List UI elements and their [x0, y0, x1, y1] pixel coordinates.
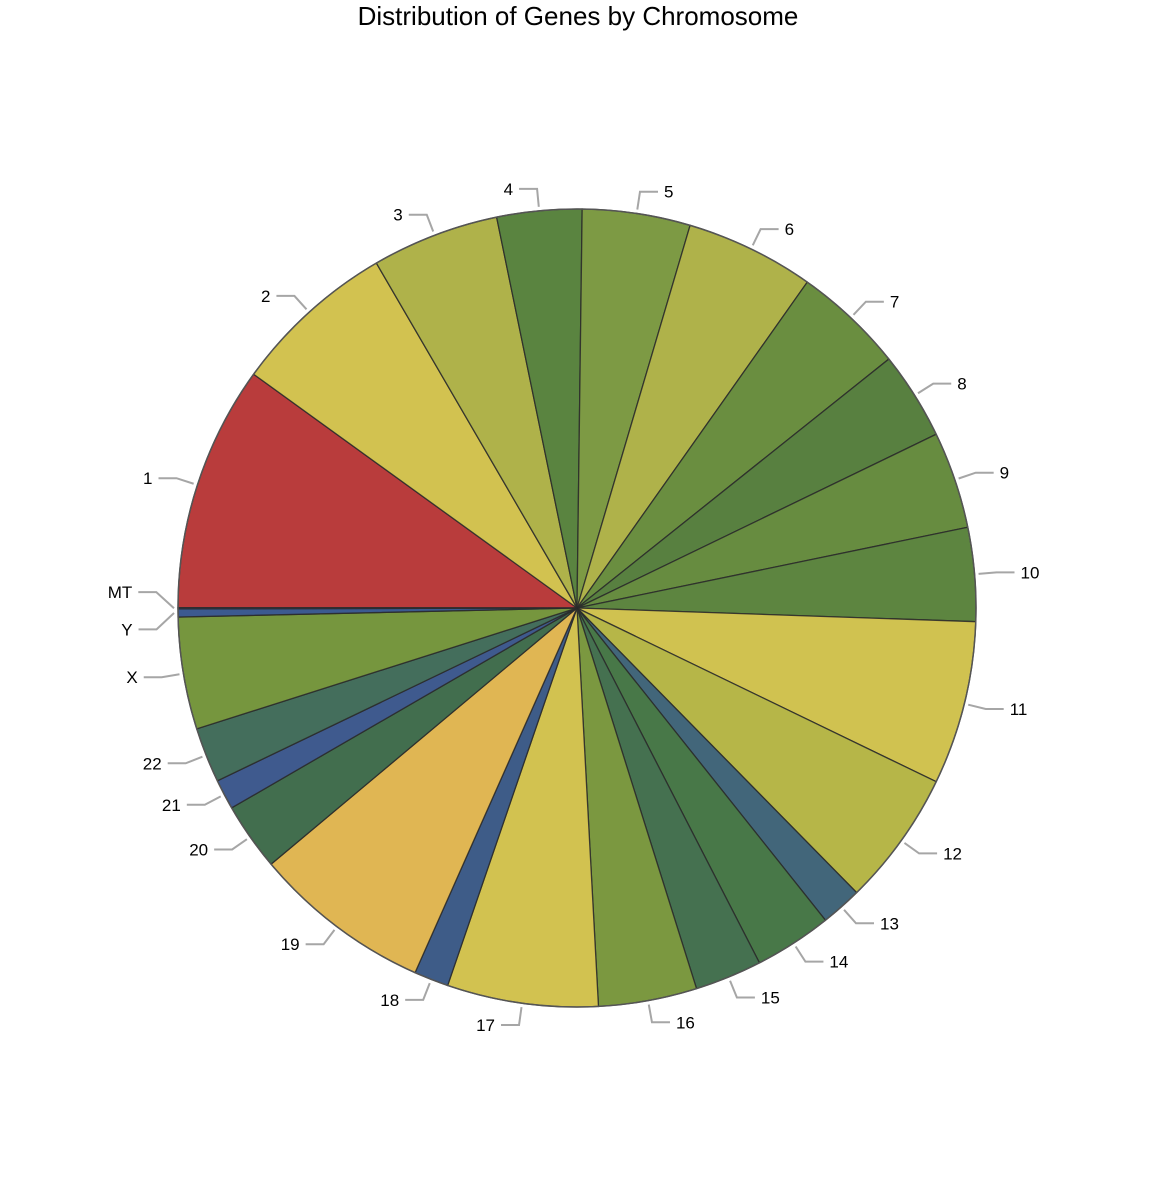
leader-line-y [138, 612, 175, 631]
slice-label-2: 2 [261, 287, 270, 306]
leader-line-5 [636, 190, 658, 210]
leader-line-14 [794, 945, 824, 963]
leader-line-15 [729, 980, 755, 999]
leader-line-19 [305, 929, 336, 946]
leader-line-16 [647, 1004, 670, 1024]
slice-label-4: 4 [504, 180, 513, 199]
leader-line-22 [167, 755, 203, 765]
slice-label-17: 17 [476, 1016, 495, 1035]
leader-line-2 [276, 294, 308, 310]
slice-label-14: 14 [829, 953, 848, 972]
slice-label-10: 10 [1020, 563, 1039, 582]
chart-title: Distribution of Genes by Chromosome [357, 1, 799, 31]
slice-label-mt: MT [108, 583, 133, 602]
leader-line-x [143, 673, 180, 679]
slice-label-12: 12 [943, 844, 962, 863]
pie-slice-mt [177, 606, 578, 610]
slice-label-9: 9 [1000, 464, 1009, 483]
slice-label-15: 15 [761, 988, 780, 1007]
slice-label-x: X [126, 668, 137, 687]
leader-line-12 [903, 842, 938, 855]
slice-label-8: 8 [957, 375, 966, 394]
slice-label-21: 21 [162, 796, 181, 815]
leader-line-1 [158, 477, 194, 485]
slice-label-1: 1 [143, 469, 152, 488]
leader-line-4 [519, 187, 540, 207]
slice-label-13: 13 [880, 914, 899, 933]
slice-label-16: 16 [676, 1013, 695, 1032]
leader-line-17 [501, 1007, 523, 1026]
slice-label-5: 5 [664, 183, 673, 202]
leader-line-9 [958, 471, 994, 480]
slices-layer [177, 208, 977, 1008]
leader-line-20 [214, 838, 248, 851]
slice-label-y: Y [121, 620, 132, 639]
leader-line-21 [186, 795, 222, 806]
slice-label-11: 11 [1010, 700, 1028, 719]
leader-line-8 [917, 382, 952, 395]
slice-label-3: 3 [393, 206, 402, 225]
leader-line-10 [978, 571, 1015, 575]
leader-line-mt [138, 591, 175, 610]
leaders-layer [138, 187, 1015, 1026]
leader-line-7 [852, 300, 884, 316]
slice-label-7: 7 [890, 293, 899, 312]
slice-label-20: 20 [189, 841, 208, 860]
leader-line-11 [967, 703, 1004, 711]
leader-line-13 [843, 909, 874, 925]
leader-line-3 [408, 213, 435, 232]
pie-outline [177, 208, 977, 1008]
slice-label-6: 6 [785, 220, 794, 239]
slice-label-18: 18 [380, 991, 399, 1010]
leader-line-6 [751, 228, 779, 246]
slice-label-19: 19 [281, 935, 300, 954]
slice-label-22: 22 [143, 754, 162, 773]
leader-line-18 [405, 982, 431, 1001]
